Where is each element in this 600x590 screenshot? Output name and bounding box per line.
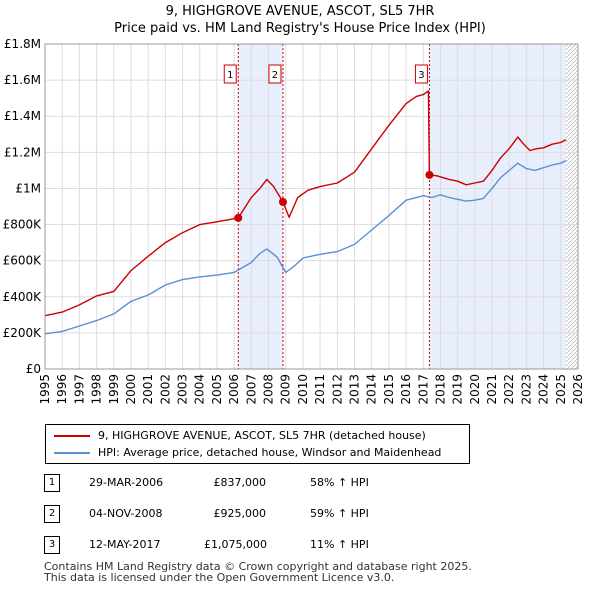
legend: 9, HIGHGROVE AVENUE, ASCOT, SL5 7HR (det… xyxy=(45,424,470,464)
x-tick-label: 2002 xyxy=(158,374,172,405)
sale-price: £1,075,000 xyxy=(204,538,267,551)
x-tick-label: 2006 xyxy=(227,374,241,405)
x-tick-label: 2004 xyxy=(193,374,207,405)
sale-hpi-change: 59% ↑ HPI xyxy=(310,507,369,520)
x-tick-label: 2009 xyxy=(279,374,293,405)
y-tick-label: £200K xyxy=(3,326,43,340)
chart-title-line2: Price paid vs. HM Land Registry's House … xyxy=(114,21,486,36)
legend-item-property: 9, HIGHGROVE AVENUE, ASCOT, SL5 7HR (det… xyxy=(54,428,426,444)
x-tick-label: 1999 xyxy=(107,374,121,405)
sale-point xyxy=(278,197,287,206)
sale-label: 1 xyxy=(227,70,233,81)
legend-item-hpi: HPI: Average price, detached house, Wind… xyxy=(54,445,441,461)
x-tick-label: 2025 xyxy=(554,374,568,405)
sale-number-badge: 3 xyxy=(44,536,60,554)
y-tick-label: £600K xyxy=(3,254,43,268)
x-tick-label: 2019 xyxy=(451,374,465,405)
hatched-forecast xyxy=(565,44,578,369)
y-tick-label: £1.2M xyxy=(4,145,41,159)
series-line-hpi xyxy=(44,159,567,335)
x-tick-label: 2021 xyxy=(485,374,499,405)
sale-label-box xyxy=(414,64,428,84)
sale-date: 12-MAY-2017 xyxy=(89,538,161,551)
series-line-property xyxy=(44,90,567,317)
x-tick-label: 2017 xyxy=(416,374,430,405)
sale-row: 2 04-NOV-2008 £925,000 59% ↑ HPI xyxy=(44,505,464,536)
sale-price: £837,000 xyxy=(213,476,267,489)
x-tick-label: 2003 xyxy=(176,374,190,405)
x-tick-label: 2015 xyxy=(382,374,396,405)
y-tick-label: £400K xyxy=(3,290,43,304)
legend-swatch-hpi xyxy=(54,452,90,454)
sale-row: 1 29-MAR-2006 £837,000 58% ↑ HPI xyxy=(44,474,464,505)
y-tick-label: £1.8M xyxy=(4,37,41,51)
legend-label-property: 9, HIGHGROVE AVENUE, ASCOT, SL5 7HR (det… xyxy=(98,429,426,442)
x-tick-label: 2010 xyxy=(296,374,310,405)
x-tick-label: 2026 xyxy=(571,374,585,405)
y-tick-label: £800K xyxy=(3,218,43,232)
y-tick-label: £1.4M xyxy=(4,109,41,123)
x-tick-label: 2020 xyxy=(468,374,482,405)
shaded-period xyxy=(429,44,566,369)
footer-copyright: Contains HM Land Registry data © Crown c… xyxy=(44,560,472,573)
sale-point xyxy=(425,170,434,179)
sale-hpi-change: 58% ↑ HPI xyxy=(310,476,369,489)
sale-hpi-change: 11% ↑ HPI xyxy=(310,538,369,551)
chart-title-line1: 9, HIGHGROVE AVENUE, ASCOT, SL5 7HR xyxy=(165,4,435,19)
x-tick-label: 1997 xyxy=(72,374,86,405)
x-tick-label: 2008 xyxy=(262,374,276,405)
plot-frame xyxy=(44,43,579,370)
sale-label: 3 xyxy=(418,70,424,81)
sale-point xyxy=(234,213,243,222)
x-tick-label: 2024 xyxy=(537,374,551,405)
sale-row: 3 12-MAY-2017 £1,075,000 11% ↑ HPI xyxy=(44,536,464,567)
x-tick-label: 2005 xyxy=(210,374,224,405)
sale-label-box xyxy=(268,64,282,84)
x-tick-label: 2023 xyxy=(519,374,533,405)
sale-number-badge: 1 xyxy=(44,474,60,492)
x-tick-label: 2016 xyxy=(399,374,413,405)
footer: Contains HM Land Registry data © Crown c… xyxy=(44,561,472,583)
x-tick-label: 2000 xyxy=(124,374,138,405)
x-tick-label: 2007 xyxy=(244,374,258,405)
x-tick-label: 2013 xyxy=(347,374,361,405)
sale-label-box xyxy=(223,64,237,84)
sale-number-badge: 2 xyxy=(44,505,60,523)
legend-label-hpi: HPI: Average price, detached house, Wind… xyxy=(98,446,442,459)
y-tick-label: £1M xyxy=(15,181,41,195)
x-tick-label: 1996 xyxy=(55,374,69,405)
x-tick-label: 2011 xyxy=(313,374,327,405)
x-tick-label: 2022 xyxy=(502,374,516,405)
footer-licence: This data is licensed under the Open Gov… xyxy=(44,571,395,584)
y-tick-label: £0 xyxy=(26,362,41,376)
x-tick-label: 2001 xyxy=(141,374,155,405)
x-tick-label: 1995 xyxy=(38,374,52,405)
sale-price: £925,000 xyxy=(213,507,267,520)
sale-date: 04-NOV-2008 xyxy=(89,507,163,520)
price-chart: 1 2 3 £0 £200K £400K £600K £800K £1M £1.2M £1.4M £… xyxy=(3,37,585,405)
x-tick-label: 2014 xyxy=(365,374,379,405)
legend-swatch-property xyxy=(54,435,90,437)
y-tick-label: £1.6M xyxy=(4,73,41,87)
x-tick-label: 2018 xyxy=(433,374,447,405)
sale-date: 29-MAR-2006 xyxy=(89,476,164,489)
sales-table: 1 29-MAR-2006 £837,000 58% ↑ HPI 2 04-NO… xyxy=(44,474,464,567)
x-tick-label: 2012 xyxy=(330,374,344,405)
sale-label: 2 xyxy=(272,70,278,81)
x-tick-label: 1998 xyxy=(90,374,104,405)
